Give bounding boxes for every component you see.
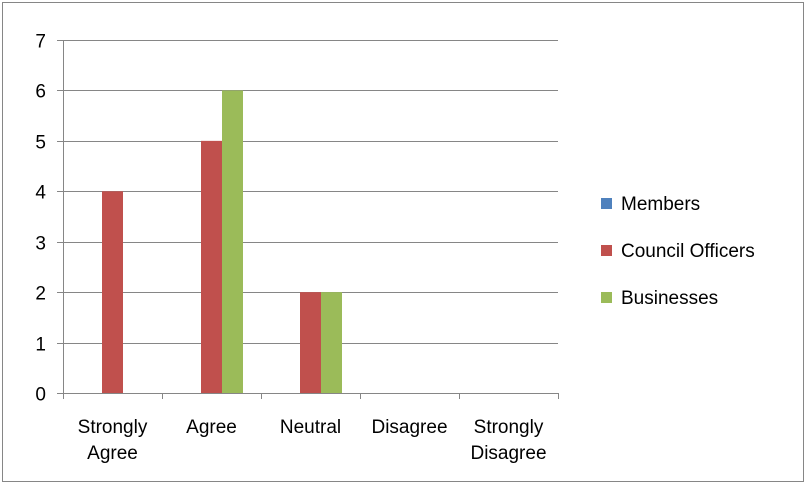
y-tick-label: 6 [35, 82, 46, 103]
y-tick-label: 5 [35, 133, 46, 154]
x-tick-label: Agree [186, 417, 237, 438]
legend-swatch [601, 198, 612, 209]
y-tick-label: 1 [35, 335, 46, 356]
legend-swatch [601, 292, 612, 303]
bar-businesses [222, 90, 243, 393]
legend: Members Council Officers Businesses [601, 194, 755, 309]
x-tick-label: Agree [87, 443, 138, 464]
y-tick-label: 7 [35, 32, 46, 53]
gridlines [63, 40, 558, 344]
bar-council-officers [300, 292, 321, 393]
legend-label: Businesses [621, 288, 718, 309]
x-tick-label: Disagree [371, 417, 447, 438]
x-tick-label: Strongly [78, 417, 148, 438]
x-tick-label: Neutral [280, 417, 341, 438]
legend-swatch [601, 245, 612, 256]
bar-businesses [321, 292, 342, 393]
bars [102, 90, 342, 393]
x-tick-label: Strongly [474, 417, 544, 438]
axes [57, 40, 559, 399]
legend-label: Members [621, 194, 700, 215]
legend-label: Council Officers [621, 241, 755, 262]
tick-labels: 0 1 2 3 4 5 6 7 Strongly Agree Agree Neutral Disagre… [35, 32, 546, 465]
y-tick-label: 3 [35, 234, 46, 255]
y-tick-label: 0 [35, 385, 46, 406]
y-tick-label: 4 [35, 183, 46, 204]
bar-council-officers [201, 140, 222, 393]
bar-council-officers [102, 191, 123, 393]
y-tick-label: 2 [35, 284, 46, 305]
x-tick-label: Disagree [470, 443, 546, 464]
